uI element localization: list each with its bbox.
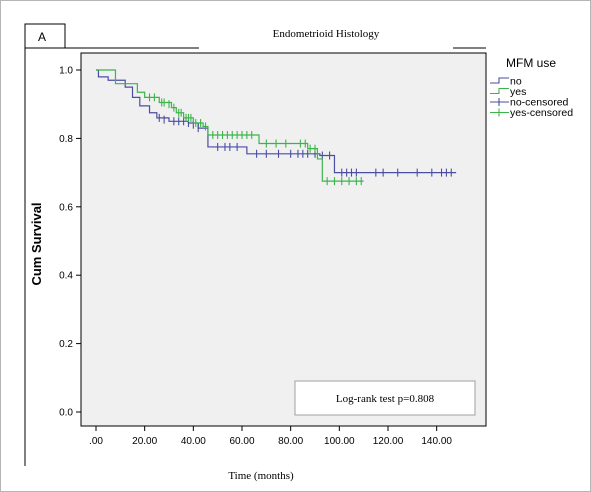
- legend-entry-no: no: [510, 76, 522, 88]
- y-tick-label: 0.8: [59, 134, 73, 145]
- legend-entry-yes-censored: yes-censored: [510, 107, 573, 119]
- panel-label: A: [38, 30, 46, 44]
- legend-swatch-no: [490, 77, 509, 84]
- x-tick-label: .00: [89, 436, 103, 447]
- x-tick-label: 60.00: [229, 436, 254, 447]
- legend-entry-no-censored: no-censored: [510, 97, 569, 109]
- legend-entry-yes: yes: [510, 86, 526, 98]
- x-axis: .00 20.00 40.00 60.00 80.00 100.00 120.00 140.0…: [89, 426, 452, 447]
- x-tick-label: 100.00: [324, 436, 355, 447]
- y-tick-label: 0.4: [59, 271, 73, 282]
- annotation-box: [294, 380, 476, 416]
- y-axis: 0.0 0.2 0.4 0.6 0.8 1.0: [59, 66, 81, 419]
- legend-title: MFM use: [506, 56, 556, 70]
- y-tick-label: 0.0: [59, 408, 73, 419]
- x-tick-label: 80.00: [278, 436, 303, 447]
- y-axis-label: Cum Survival: [29, 202, 44, 285]
- y-tick-label: 0.6: [59, 202, 73, 213]
- x-tick-label: 40.00: [181, 436, 206, 447]
- plot-area: [80, 52, 487, 427]
- x-axis-label: Time (months): [228, 470, 294, 482]
- series-layer: [96, 69, 457, 186]
- log-rank-annotation: Log-rank test p=0.808: [336, 393, 435, 405]
- y-tick-label: 0.2: [59, 339, 73, 350]
- x-tick-label: 20.00: [132, 436, 157, 447]
- legend-swatch-yes: [490, 87, 509, 95]
- x-tick-label: 140.00: [421, 436, 452, 447]
- y-tick-label: 1.0: [59, 66, 73, 77]
- chart-title: Endometrioid Histology: [273, 28, 380, 40]
- series-no-line: [96, 69, 457, 174]
- x-tick-label: 120.00: [373, 436, 404, 447]
- panel-label-box: [24, 23, 66, 49]
